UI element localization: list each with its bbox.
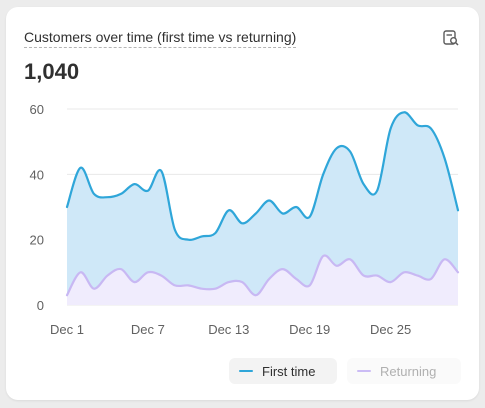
legend-returning-swatch <box>357 370 371 372</box>
total-customers-value: 1,040 <box>24 59 80 84</box>
legend-returning-label: Returning <box>380 363 437 379</box>
x-tick-label: Dec 7 <box>131 322 165 337</box>
x-tick-label: Dec 25 <box>370 322 411 337</box>
legend-first-time-swatch <box>239 370 253 372</box>
first-time-line <box>65 111 460 242</box>
x-tick-label: Dec 1 <box>50 322 84 337</box>
y-tick-label: 60 <box>30 102 44 117</box>
x-tick-label: Dec 19 <box>289 322 330 337</box>
y-tick-label: 40 <box>30 167 44 182</box>
card-title[interactable]: Customers over time (first time vs retur… <box>24 29 297 48</box>
legend-returning[interactable]: Returning <box>347 358 461 384</box>
x-tick-label: Dec 13 <box>208 322 249 337</box>
first-time-area <box>67 112 458 306</box>
returning-area <box>67 255 458 305</box>
y-tick-label: 0 <box>37 298 44 313</box>
legend-first-time-label: First time <box>262 363 316 379</box>
y-tick-label: 20 <box>30 233 44 248</box>
returning-line <box>65 254 460 297</box>
legend-first-time[interactable]: First time <box>229 358 337 384</box>
explore-report-icon[interactable] <box>441 28 461 48</box>
